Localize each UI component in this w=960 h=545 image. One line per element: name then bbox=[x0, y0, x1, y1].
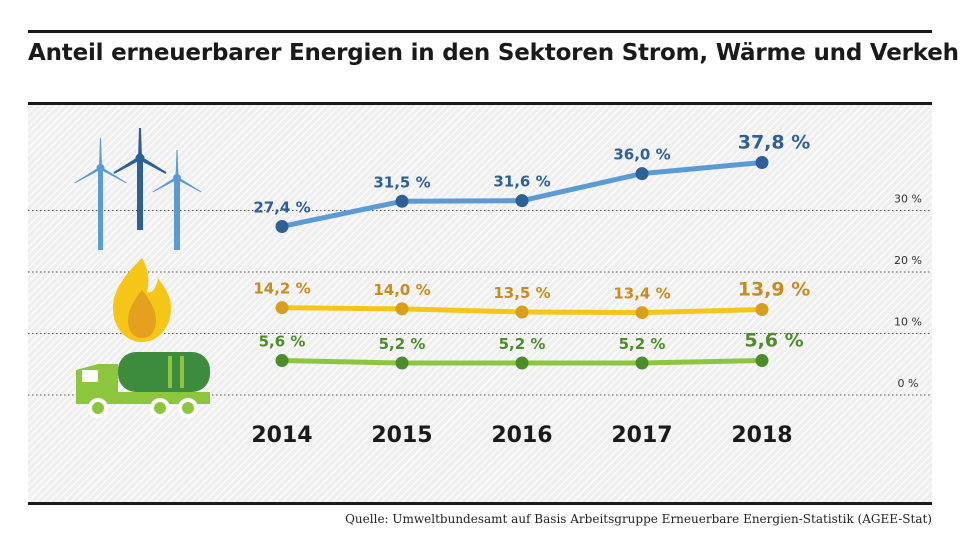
data-label: 5,2 % bbox=[619, 335, 666, 353]
data-point bbox=[755, 354, 769, 368]
data-point bbox=[515, 356, 529, 370]
data-label: 14,2 % bbox=[253, 280, 310, 298]
data-label: 5,2 % bbox=[499, 335, 546, 353]
chart-title: Anteil erneuerbarer Energien in den Sekt… bbox=[28, 40, 960, 66]
x-tick-label: 2017 bbox=[611, 423, 672, 448]
data-label: 37,8 % bbox=[738, 132, 811, 154]
data-label: 36,0 % bbox=[613, 146, 670, 164]
data-point bbox=[635, 306, 649, 320]
data-point bbox=[395, 194, 409, 208]
tanker-truck-icon bbox=[76, 352, 210, 418]
data-point bbox=[635, 356, 649, 370]
gridlines: 0 % 10 % 20 % 30 % bbox=[28, 193, 932, 396]
y-tick-label: 20 % bbox=[894, 254, 922, 267]
data-label: 13,4 % bbox=[613, 285, 670, 303]
chart-panel bbox=[28, 105, 932, 502]
data-point bbox=[275, 219, 289, 233]
x-tick-label: 2015 bbox=[371, 423, 432, 448]
data-point bbox=[275, 301, 289, 315]
y-tick-label: 30 % bbox=[894, 193, 922, 206]
source-note: Quelle: Umweltbundesamt auf Basis Arbeit… bbox=[345, 512, 932, 526]
wind-turbines-icon bbox=[74, 128, 202, 250]
flame-icon bbox=[113, 258, 171, 342]
y-tick-label: 10 % bbox=[894, 316, 922, 329]
data-point bbox=[635, 167, 649, 181]
data-point bbox=[395, 302, 409, 316]
series-strom: 27,4 % 31,5 % 31,6 % 36,0 % 37,8 % bbox=[253, 132, 810, 233]
data-label: 14,0 % bbox=[373, 281, 430, 299]
data-point bbox=[755, 156, 769, 170]
title-rule bbox=[28, 102, 932, 105]
series-verkehr: 5,6 % 5,2 % 5,2 % 5,2 % 5,6 % bbox=[259, 330, 804, 370]
data-label: 31,6 % bbox=[493, 173, 550, 191]
data-label: 5,6 % bbox=[259, 333, 306, 351]
x-tick-label: 2016 bbox=[491, 423, 552, 448]
y-tick-label: 0 % bbox=[898, 377, 919, 390]
data-point bbox=[515, 194, 529, 208]
data-label: 5,6 % bbox=[744, 330, 803, 352]
data-point bbox=[515, 305, 529, 319]
data-point bbox=[755, 303, 769, 317]
x-tick-label: 2018 bbox=[731, 423, 792, 448]
bottom-rule bbox=[28, 502, 932, 505]
x-axis: 2014 2015 2016 2017 2018 bbox=[251, 423, 792, 448]
data-point bbox=[395, 356, 409, 370]
data-label: 27,4 % bbox=[253, 198, 310, 216]
data-label: 13,5 % bbox=[493, 284, 550, 302]
data-point bbox=[275, 354, 289, 368]
data-label: 31,5 % bbox=[373, 173, 430, 191]
data-label: 5,2 % bbox=[379, 335, 426, 353]
series-waerme: 14,2 % 14,0 % 13,5 % 13,4 % 13,9 % bbox=[253, 279, 810, 320]
top-rule bbox=[28, 30, 932, 33]
x-tick-label: 2014 bbox=[251, 423, 312, 448]
series-layer: 27,4 % 31,5 % 31,6 % 36,0 % 37,8 % 14,2 % 14,0… bbox=[253, 132, 810, 370]
data-label: 13,9 % bbox=[738, 279, 811, 301]
